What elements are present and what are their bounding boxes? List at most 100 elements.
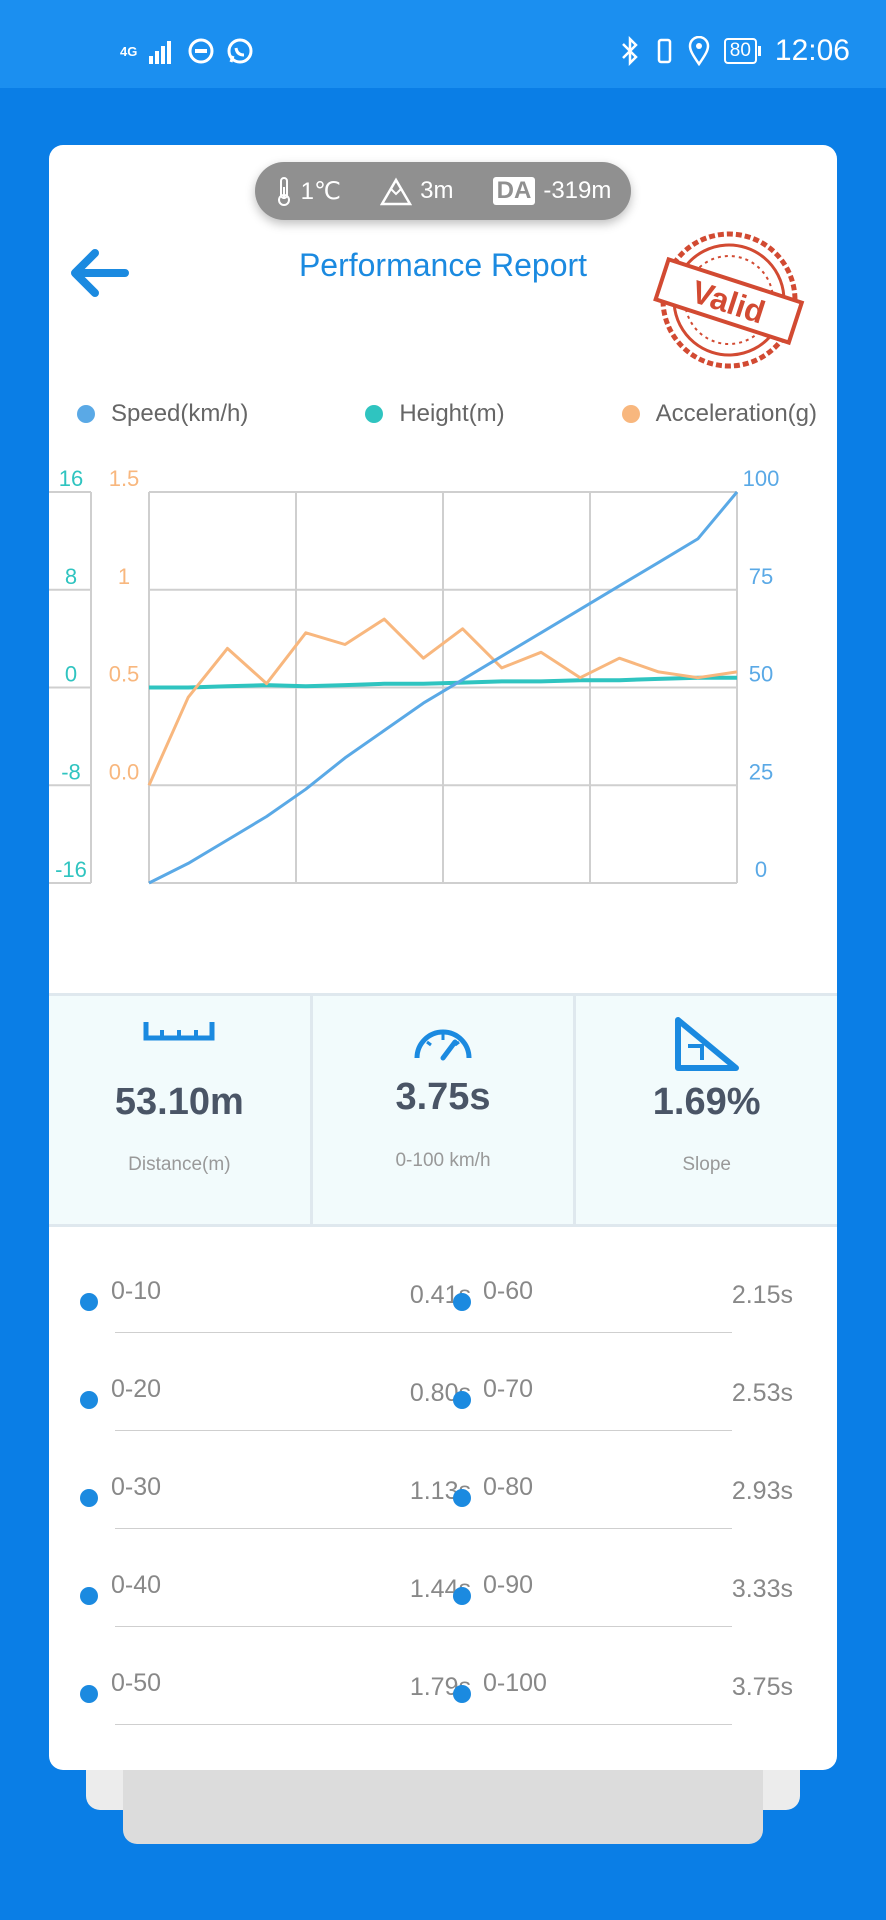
split-right-label: 0-90 — [483, 1571, 534, 1599]
legend-acceleration: Acceleration(g) — [621, 400, 817, 428]
acceleration-dot — [621, 405, 640, 423]
distance-label: Distance(m) — [128, 1154, 231, 1175]
app-notification-icon — [188, 38, 214, 64]
split-bullet-icon — [80, 1587, 98, 1605]
slope-value: 1.69% — [652, 1081, 761, 1123]
split-row: 0-40 1.44s 0-90 3.33s — [49, 1529, 837, 1627]
speed-tick-label: 50 — [749, 662, 773, 687]
distance-value: 53.10m — [114, 1081, 244, 1123]
page-title: Performance Report — [298, 247, 588, 283]
split-left-label: 0-30 — [111, 1473, 162, 1501]
split-bullet-icon — [453, 1391, 471, 1409]
split-bullet-icon — [453, 1293, 471, 1311]
height-tick-label: 0 — [65, 662, 77, 687]
legend-speed: Speed(km/h) — [77, 400, 248, 428]
height-tick-label: -16 — [55, 857, 87, 882]
legend-acceleration-label: Acceleration(g) — [655, 400, 817, 427]
height-tick-label: 8 — [65, 564, 77, 589]
split-left-label: 0-40 — [111, 1571, 162, 1599]
clock: 12:06 — [774, 34, 850, 67]
split-bullet-icon — [80, 1489, 98, 1507]
height-series-line — [149, 675, 737, 690]
split-row: 0-20 0.80s 0-70 2.53s — [49, 1333, 837, 1431]
acceleration-tick-label: 1 — [118, 564, 130, 589]
split-divider — [115, 1626, 732, 1627]
speed-tick-label: 0 — [755, 857, 767, 882]
split-right-value: 2.93s — [731, 1477, 793, 1505]
split-right-value: 2.15s — [731, 1281, 793, 1309]
back-arrow-icon[interactable] — [65, 243, 135, 303]
split-left-label: 0-10 — [111, 1277, 162, 1305]
slope-icon — [674, 1017, 739, 1071]
speed-dot — [77, 405, 95, 423]
location-icon — [688, 36, 710, 66]
legend-height-label: Height(m) — [399, 400, 505, 427]
split-bullet-icon — [80, 1391, 98, 1409]
split-row: 0-30 1.13s 0-80 2.93s — [49, 1431, 837, 1529]
density-altitude-value: -319m — [543, 177, 612, 204]
split-bullet-icon — [453, 1685, 471, 1703]
split-divider — [115, 1430, 732, 1431]
speed-series-line — [148, 491, 739, 885]
split-left-label: 0-20 — [111, 1375, 162, 1403]
stat-acceleration-time: 3.75s 0-100 km/h — [313, 996, 577, 1224]
whatsapp-icon — [227, 38, 253, 64]
split-right-label: 0-100 — [483, 1669, 547, 1697]
valid-stamp-icon: Valid — [653, 231, 805, 369]
status-left: 4G — [120, 36, 255, 66]
stat-slope: 1.69% Slope — [576, 996, 837, 1224]
legend-height: Height(m) — [365, 400, 505, 428]
split-right-value: 3.75s — [731, 1673, 793, 1701]
legend-speed-label: Speed(km/h) — [111, 400, 249, 427]
split-divider — [115, 1332, 732, 1333]
acceleration-tick-label: 0.0 — [109, 759, 140, 784]
temperature-item: 1℃ — [275, 175, 341, 207]
mountain-icon — [380, 177, 413, 206]
split-bullet-icon — [453, 1587, 471, 1605]
acceleration-tick-label: 0.5 — [109, 662, 140, 687]
height-tick-label: 16 — [59, 466, 83, 491]
split-right-value: 2.53s — [731, 1379, 793, 1407]
altitude-value: 3m — [420, 177, 454, 204]
altitude-item: 3m — [380, 176, 453, 206]
split-times-list: 0-10 0.41s 0-60 2.15s 0-20 0.80s 0-70 2.53s 0-30… — [49, 1235, 837, 1725]
split-bullet-icon — [80, 1293, 98, 1311]
status-bar: 4G 80 12:06 — [0, 0, 886, 88]
ruler-icon — [143, 1022, 215, 1041]
card-stack-shadow-2 — [123, 1760, 763, 1844]
split-right-label: 0-80 — [483, 1473, 534, 1501]
split-divider — [115, 1724, 732, 1725]
speed-tick-label: 75 — [749, 564, 773, 589]
split-row: 0-50 1.79s 0-100 3.75s — [49, 1627, 837, 1725]
da-badge: DA — [492, 177, 536, 205]
environment-pill: 1℃ 3m DA -319m — [255, 162, 631, 220]
time-value: 3.75s — [395, 1076, 491, 1118]
split-right-label: 0-60 — [483, 1277, 534, 1305]
split-divider — [115, 1528, 732, 1529]
speed-tick-label: 100 — [743, 466, 780, 491]
speed-tick-label: 25 — [749, 759, 773, 784]
split-right-value: 3.33s — [731, 1575, 793, 1603]
speedometer-icon — [414, 1029, 472, 1061]
height-dot — [365, 405, 384, 423]
bluetooth-icon — [621, 36, 638, 66]
acceleration-tick-label: 1.5 — [109, 466, 140, 491]
performance-chart: 16 8 0 -8 -16 1.5 1 0.5 0.0 100 75 50 25 0 — [49, 466, 780, 885]
acceleration-series-line — [147, 617, 738, 786]
slope-label: Slope — [682, 1154, 731, 1175]
split-left-label: 0-50 — [111, 1669, 162, 1697]
split-row: 0-10 0.41s 0-60 2.15s — [49, 1235, 837, 1333]
status-right: 80 12:06 — [620, 34, 850, 68]
vibrate-icon — [657, 38, 672, 64]
time-label: 0-100 km/h — [395, 1150, 491, 1171]
split-bullet-icon — [453, 1489, 471, 1507]
height-tick-label: -8 — [61, 759, 81, 784]
split-right-label: 0-70 — [483, 1375, 534, 1403]
chart-legend: Speed(km/h) Height(m) Acceleration(g) — [77, 400, 817, 428]
stat-distance: 53.10m Distance(m) — [49, 996, 313, 1224]
signal-icon — [149, 41, 172, 64]
split-bullet-icon — [80, 1685, 98, 1703]
density-altitude-item: DA -319m — [492, 177, 612, 205]
thermometer-icon — [277, 177, 290, 206]
network-icon: 4G — [120, 43, 138, 59]
